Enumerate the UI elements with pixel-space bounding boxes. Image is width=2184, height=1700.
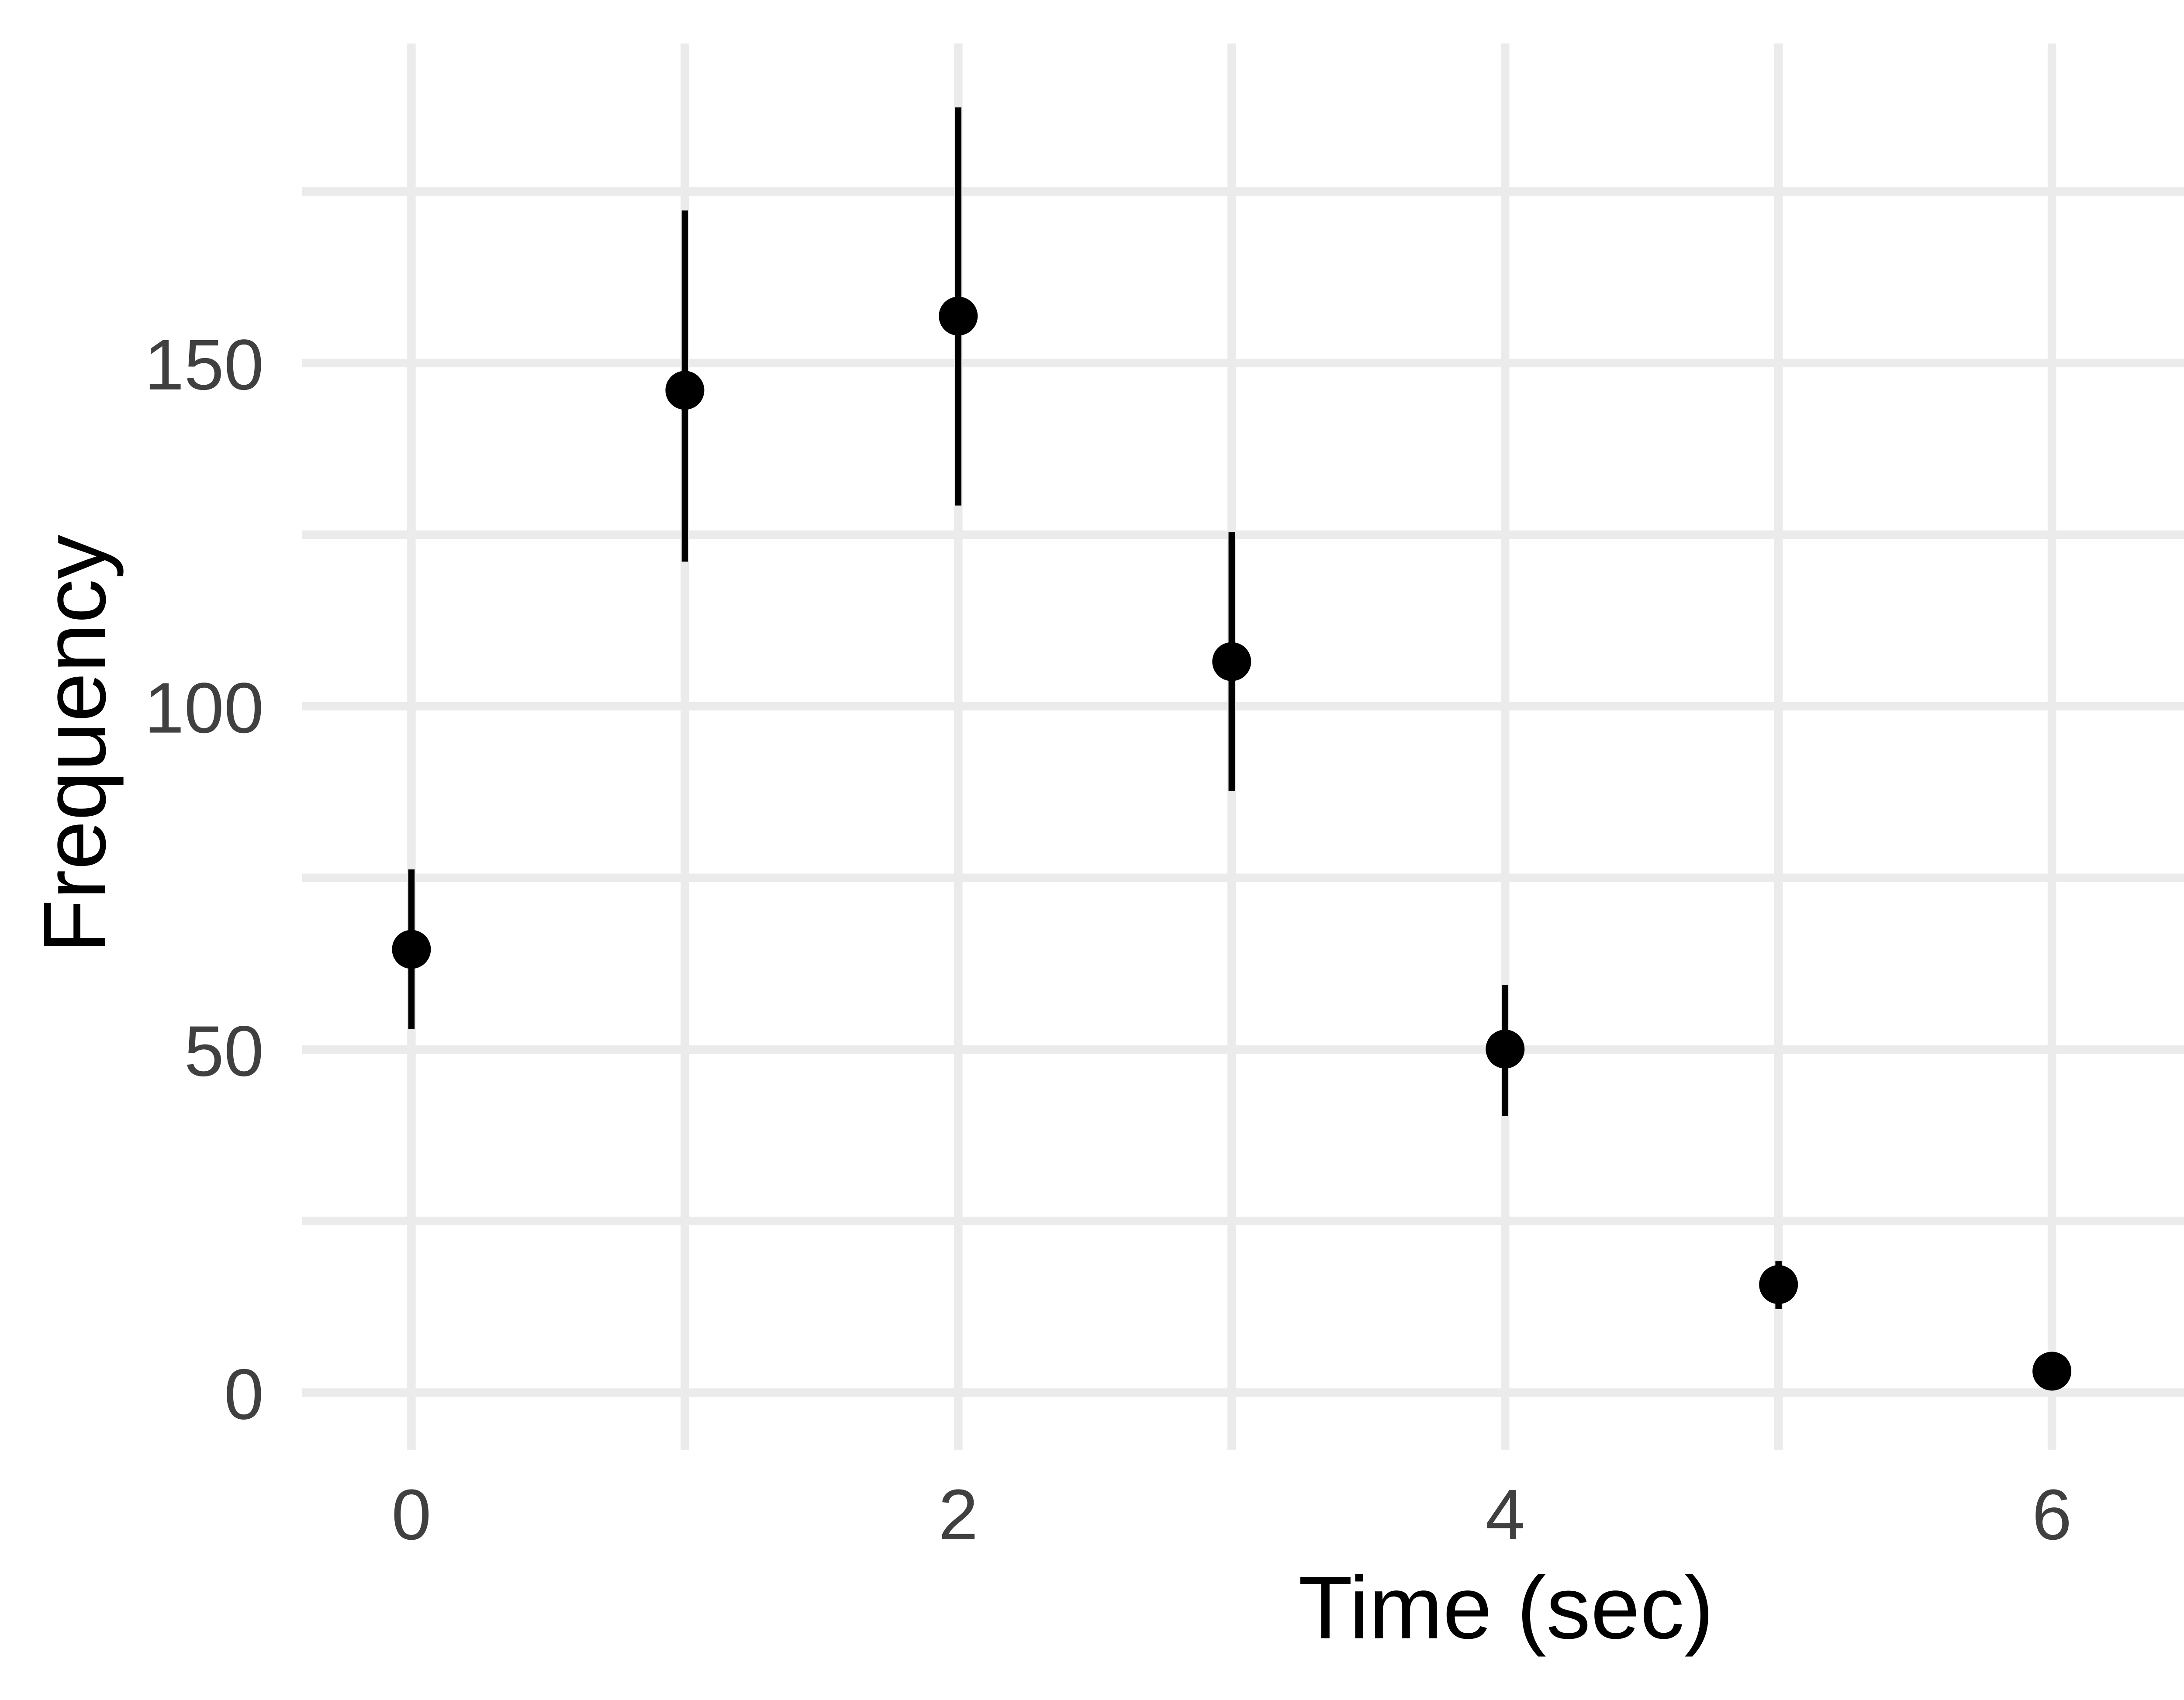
svg-text:50: 50 (184, 1011, 264, 1091)
svg-text:2: 2 (938, 1475, 978, 1555)
svg-text:Frequency: Frequency (25, 534, 124, 954)
svg-text:0: 0 (391, 1475, 431, 1555)
svg-text:150: 150 (144, 325, 264, 405)
svg-text:100: 100 (144, 668, 264, 748)
svg-text:0: 0 (224, 1354, 264, 1434)
svg-text:4: 4 (1485, 1475, 1525, 1555)
svg-text:Time (sec): Time (sec) (1298, 1559, 1714, 1658)
svg-text:6: 6 (2032, 1475, 2072, 1555)
